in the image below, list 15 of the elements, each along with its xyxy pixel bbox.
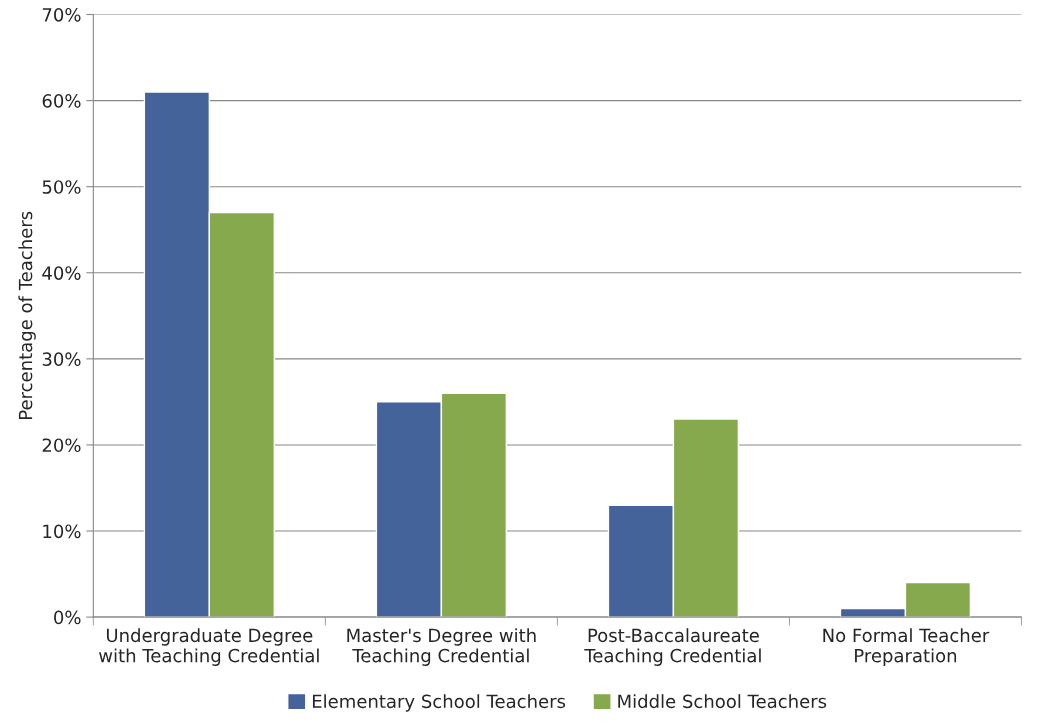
y-tick-label: 10% [43,524,81,539]
y-tick-label: 70% [42,7,81,22]
y-tick-label: 0% [54,610,81,625]
y-axis-title: Percentage of Teachers [18,211,36,419]
x-tick-label: No Formal Teacher Preparation [823,628,990,666]
y-tick-label: 50% [42,180,81,194]
y-tick-label: 40% [42,266,81,280]
legend-label: Elementary School Teachers [312,694,566,712]
x-tick-label: Master's Degree with Teaching Credential [347,628,536,666]
y-tick-label: 30% [42,352,81,366]
x-tick-label: Undergraduate Degree with Teaching Credential [99,628,319,666]
y-tick-label: 20% [42,438,81,453]
x-tick-label: Post-Baccalaureate Teaching Credential [584,628,761,666]
y-tick-label: 60% [42,94,81,108]
legend-label: Middle School Teachers [618,694,827,709]
